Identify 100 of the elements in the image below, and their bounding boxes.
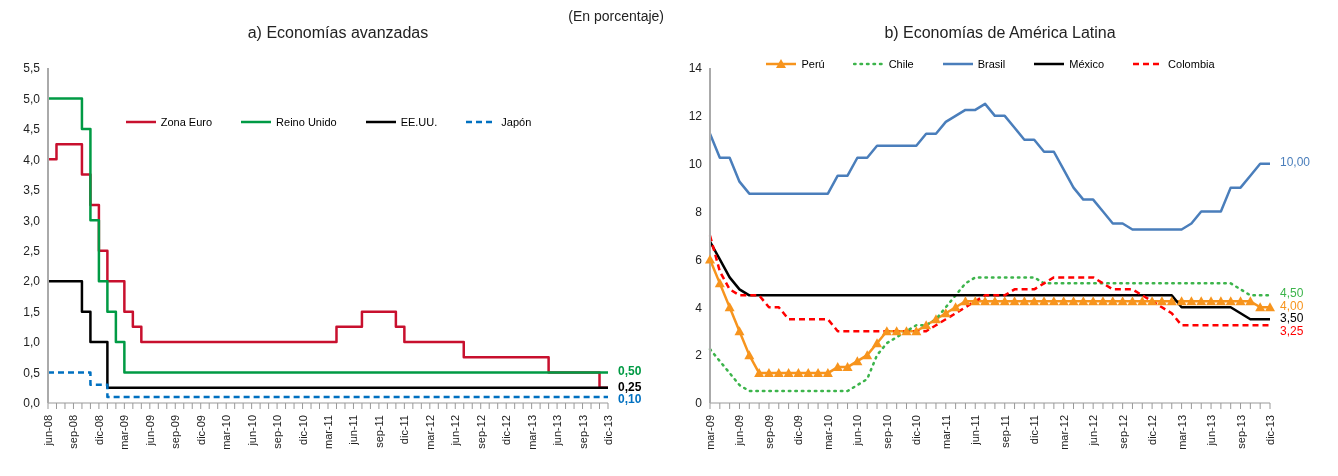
- point: [1029, 296, 1040, 306]
- x-tick-label: mar-09: [118, 415, 131, 450]
- x-tick-label: dic-11: [1028, 415, 1041, 445]
- x-tick-label: mar-12: [423, 415, 436, 450]
- annotation: 3,50: [1280, 311, 1304, 326]
- y-tick-label: 12: [688, 109, 703, 124]
- x-tick-label: jun-09: [143, 415, 156, 447]
- point: [1019, 296, 1030, 306]
- x-tick-label: mar-12: [1057, 415, 1070, 450]
- legend-label: Colombia: [1168, 58, 1215, 70]
- x-tick-label: mar-13: [525, 415, 538, 450]
- point: [960, 296, 971, 306]
- x-tick-label: dic-09: [792, 415, 805, 445]
- point: [881, 326, 892, 336]
- annotation: 10,00: [1280, 154, 1311, 169]
- point: [862, 350, 873, 360]
- legend-label: Reino Unido: [276, 116, 337, 128]
- point: [714, 278, 725, 288]
- point: [970, 296, 981, 306]
- point: [813, 368, 824, 378]
- x-tick-label: sep-09: [762, 415, 775, 449]
- point: [822, 368, 833, 378]
- point: [1107, 296, 1118, 306]
- point: [1255, 302, 1266, 312]
- x-tick-label: sep-13: [1234, 415, 1247, 449]
- x-tick-label: jun-11: [969, 415, 982, 446]
- y-tick-label: 0,5: [23, 365, 41, 380]
- point: [1215, 296, 1226, 306]
- x-tick-label: dic-11: [398, 415, 411, 445]
- x-tick-label: sep-13: [576, 415, 589, 449]
- x-tick-label: jun-12: [449, 415, 462, 447]
- legend-label: EE.UU.: [400, 116, 438, 128]
- y-tick-label: 10: [688, 156, 703, 171]
- point: [1156, 296, 1167, 306]
- point: [1048, 296, 1059, 306]
- point: [950, 302, 961, 312]
- x-tick-label: sep-08: [67, 415, 80, 449]
- annotation: 4,00: [1280, 298, 1304, 313]
- point: [901, 326, 912, 336]
- x-tick-label: sep-11: [372, 415, 385, 448]
- x-tick-label: jun-10: [851, 415, 864, 447]
- point: [773, 368, 784, 378]
- x-tick-label: jun-08: [42, 415, 54, 447]
- y-tick-label: 2: [695, 348, 703, 363]
- point: [1196, 296, 1207, 306]
- point: [1088, 296, 1099, 306]
- x-tick-label: jun-11: [347, 415, 360, 446]
- y-tick-label: 2,0: [23, 274, 41, 289]
- x-tick-label: dic-13: [1264, 415, 1276, 445]
- point: [1137, 296, 1148, 306]
- point: [999, 296, 1010, 306]
- point: [724, 302, 735, 312]
- legend-label: Brasil: [977, 58, 1006, 70]
- point: [1147, 296, 1158, 306]
- x-tick-label: dic-12: [1146, 415, 1159, 445]
- y-tick-label: 5,5: [23, 61, 41, 76]
- x-tick-label: dic-13: [602, 415, 614, 445]
- point: [734, 326, 745, 336]
- x-tick-label: mar-11: [939, 415, 952, 450]
- y-tick-label: 4: [695, 300, 703, 315]
- point: [872, 338, 883, 348]
- point: [1127, 296, 1138, 306]
- y-tick-label: 4,0: [23, 152, 41, 167]
- point: [980, 296, 991, 306]
- x-tick-label: sep-10: [271, 415, 284, 449]
- y-tick-label: 4,5: [23, 122, 41, 137]
- point: [1117, 296, 1128, 306]
- x-tick-label: mar-10: [821, 415, 834, 450]
- x-tick-label: sep-10: [880, 415, 893, 449]
- legend-label: Japón: [501, 116, 532, 128]
- point: [763, 368, 774, 378]
- point: [1176, 296, 1187, 306]
- y-tick-label: 3,0: [23, 213, 41, 228]
- point: [930, 314, 941, 324]
- annotation: 0,25: [618, 379, 642, 394]
- annotation: 0,10: [618, 392, 642, 407]
- point: [793, 368, 804, 378]
- x-tick-label: mar-13: [1175, 415, 1188, 450]
- y-tick-label: 1,5: [23, 304, 41, 319]
- y-tick-label: 8: [695, 204, 703, 219]
- annotation: 3,25: [1280, 324, 1304, 339]
- point: [1068, 296, 1079, 306]
- point: [852, 356, 863, 366]
- point: [842, 362, 853, 372]
- point: [1265, 302, 1275, 312]
- legend-label: Zona Euro: [160, 116, 213, 128]
- point: [1009, 296, 1020, 306]
- legend-label: México: [1069, 58, 1105, 70]
- y-tick-label: 3,5: [23, 183, 41, 198]
- x-tick-label: jun-09: [733, 415, 746, 447]
- line-series: [708, 276, 1272, 393]
- y-tick-label: 0,0: [23, 396, 41, 411]
- chart-subtitle: (En porcentaje): [567, 8, 665, 24]
- x-tick-label: sep-12: [474, 415, 487, 449]
- annotation: 0,50: [618, 364, 642, 379]
- x-tick-label: jun-13: [1205, 415, 1218, 447]
- point: [1235, 296, 1246, 306]
- y-tick-label: 1,0: [23, 335, 41, 350]
- point: [1039, 296, 1050, 306]
- x-tick-label: mar-09: [704, 415, 716, 450]
